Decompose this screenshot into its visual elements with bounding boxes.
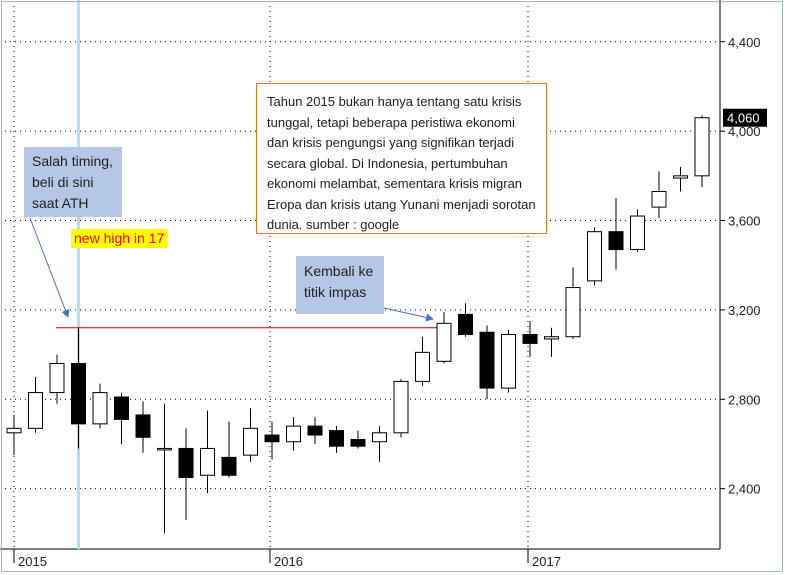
y-tick-label: 2,400: [728, 482, 761, 497]
last-price-tag: [723, 108, 767, 127]
candle-body: [608, 231, 624, 251]
candle-body: [307, 425, 323, 436]
candle-body: [393, 380, 409, 434]
x-tick-label: 2017: [532, 554, 561, 569]
y-tick-label: 4,400: [728, 35, 761, 50]
candle-body: [587, 231, 602, 282]
candle-body: [92, 392, 108, 425]
x-tick-label: 2016: [274, 554, 303, 569]
candle-body: [501, 333, 516, 389]
candle-body: [200, 447, 215, 476]
y-tick-label: 3,200: [728, 303, 761, 318]
candle-body: [329, 430, 344, 447]
candle-body: [157, 447, 172, 451]
candle-body: [479, 331, 495, 389]
new-high-label: new high in 17: [71, 229, 168, 248]
ath-callout: Salah timing, beli di sini saat ATH: [24, 147, 122, 217]
candle-body: [71, 363, 86, 425]
candle-body: [286, 425, 301, 443]
candle-body: [630, 215, 645, 251]
last-price-label: 4,060: [727, 111, 760, 126]
candle-body: [6, 427, 22, 434]
candle-body: [415, 351, 430, 382]
breakeven-callout: Kembali ke titik impas: [296, 256, 384, 314]
candle-body: [458, 313, 473, 335]
candle-body: [522, 333, 538, 344]
candle-body: [28, 392, 43, 429]
candle-body: [436, 322, 452, 362]
candle-body: [178, 447, 194, 478]
x-tick-label: 2015: [18, 554, 47, 569]
candle-body: [114, 396, 129, 420]
note-text: Tahun 2015 bukan hanya tentang satu kris…: [267, 94, 536, 232]
candle-body: [372, 432, 387, 443]
candle-body: [221, 456, 237, 476]
candle-body: [673, 175, 688, 179]
candle-body: [694, 117, 710, 177]
y-tick-label: 2,800: [728, 392, 761, 407]
candle-body: [651, 190, 667, 208]
candle-body: [49, 363, 65, 394]
candle-body: [565, 287, 581, 338]
y-tick-label: 3,600: [728, 214, 761, 229]
candle-body: [264, 434, 280, 443]
candle-body: [350, 439, 366, 447]
ath-arrow: [29, 217, 70, 318]
note-box: Tahun 2015 bukan hanya tentang satu kris…: [256, 83, 547, 234]
breakeven-arrow: [383, 307, 434, 322]
candle-body: [243, 427, 258, 456]
candle-body: [135, 414, 151, 438]
y-tick-label: 4,000: [728, 124, 761, 139]
candle-body: [544, 336, 559, 340]
